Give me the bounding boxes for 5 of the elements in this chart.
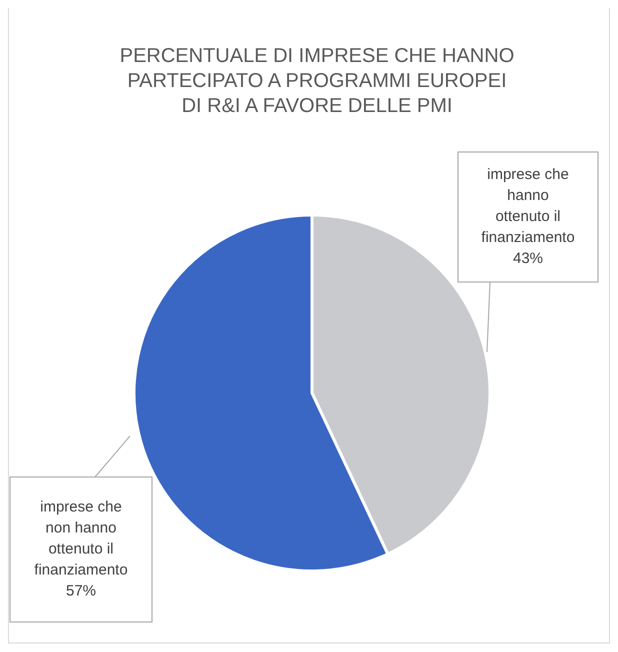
data-label: 43% xyxy=(512,250,544,267)
slice-label: imprese che hanno ottenuto il finanziamento xyxy=(481,166,575,246)
slice-label: imprese che non hanno ottenuto il finanziamento xyxy=(34,498,128,578)
data-label: 57% xyxy=(66,582,96,600)
chart-title: PERCENTUALE DI IMPRESE CHE HANNO PARTECIPATO A PROGRAMMI EUROPEI DI R&I A FAVORE DELLE PMI xyxy=(120,45,514,117)
